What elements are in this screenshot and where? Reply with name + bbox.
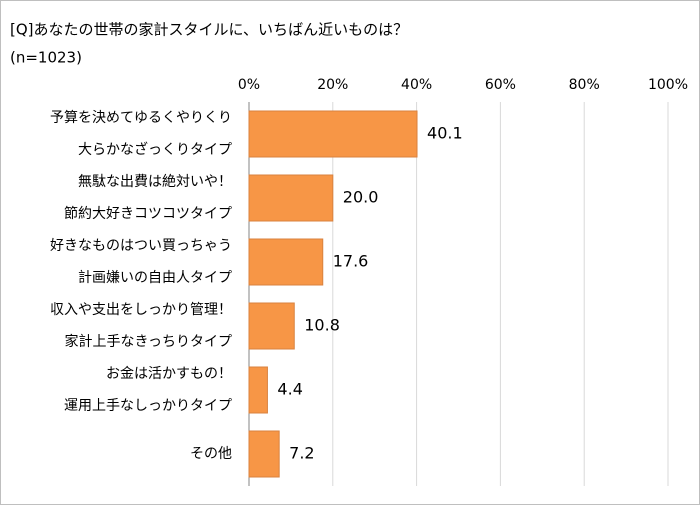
bar [248, 238, 324, 286]
bar [248, 174, 334, 222]
bar [248, 110, 418, 158]
y-tick-label: 運用上手なしっかりタイプ [64, 398, 232, 414]
value-label: 4.4 [277, 380, 302, 399]
value-label: 40.1 [427, 124, 463, 143]
bar [248, 302, 295, 350]
x-tick-label: 80% [569, 77, 600, 93]
x-tick-label: 20% [317, 77, 348, 93]
y-tick-label: 収入や支出をしっかり管理！ [50, 302, 232, 318]
y-tick-label: 節約大好きコツコツタイプ [64, 205, 232, 222]
y-tick-label: 家計上手なきっちりタイプ [65, 333, 232, 350]
y-tick-label: 無駄な出費は絶対いや！ [78, 174, 232, 190]
x-tick-label: 40% [401, 77, 432, 93]
value-label: 20.0 [343, 188, 379, 207]
x-tick-label: 0% [238, 77, 260, 93]
bar [248, 430, 280, 478]
bar [248, 366, 268, 414]
x-tick-label: 60% [485, 77, 516, 93]
value-label: 10.8 [304, 316, 340, 335]
y-tick-label: お金は活かすもの！ [106, 366, 232, 382]
chart-title: [Q]あなたの世帯の家計スタイルに、いちばん近いものは？ [10, 21, 408, 39]
y-tick-label: 大らかなざっくりタイプ [78, 141, 232, 158]
y-tick-label: 予算を決めてゆるくやりくり [50, 110, 232, 126]
y-tick-label: その他 [190, 446, 232, 462]
x-tick-label: 100% [648, 77, 688, 93]
y-tick-label: 計画嫌いの自由人タイプ [78, 270, 232, 286]
value-label: 7.2 [289, 444, 314, 463]
chart-subtitle: (n=1023) [10, 49, 82, 67]
y-tick-label: 好きなものはつい買っちゃう [50, 238, 232, 254]
value-label: 17.6 [333, 252, 369, 271]
